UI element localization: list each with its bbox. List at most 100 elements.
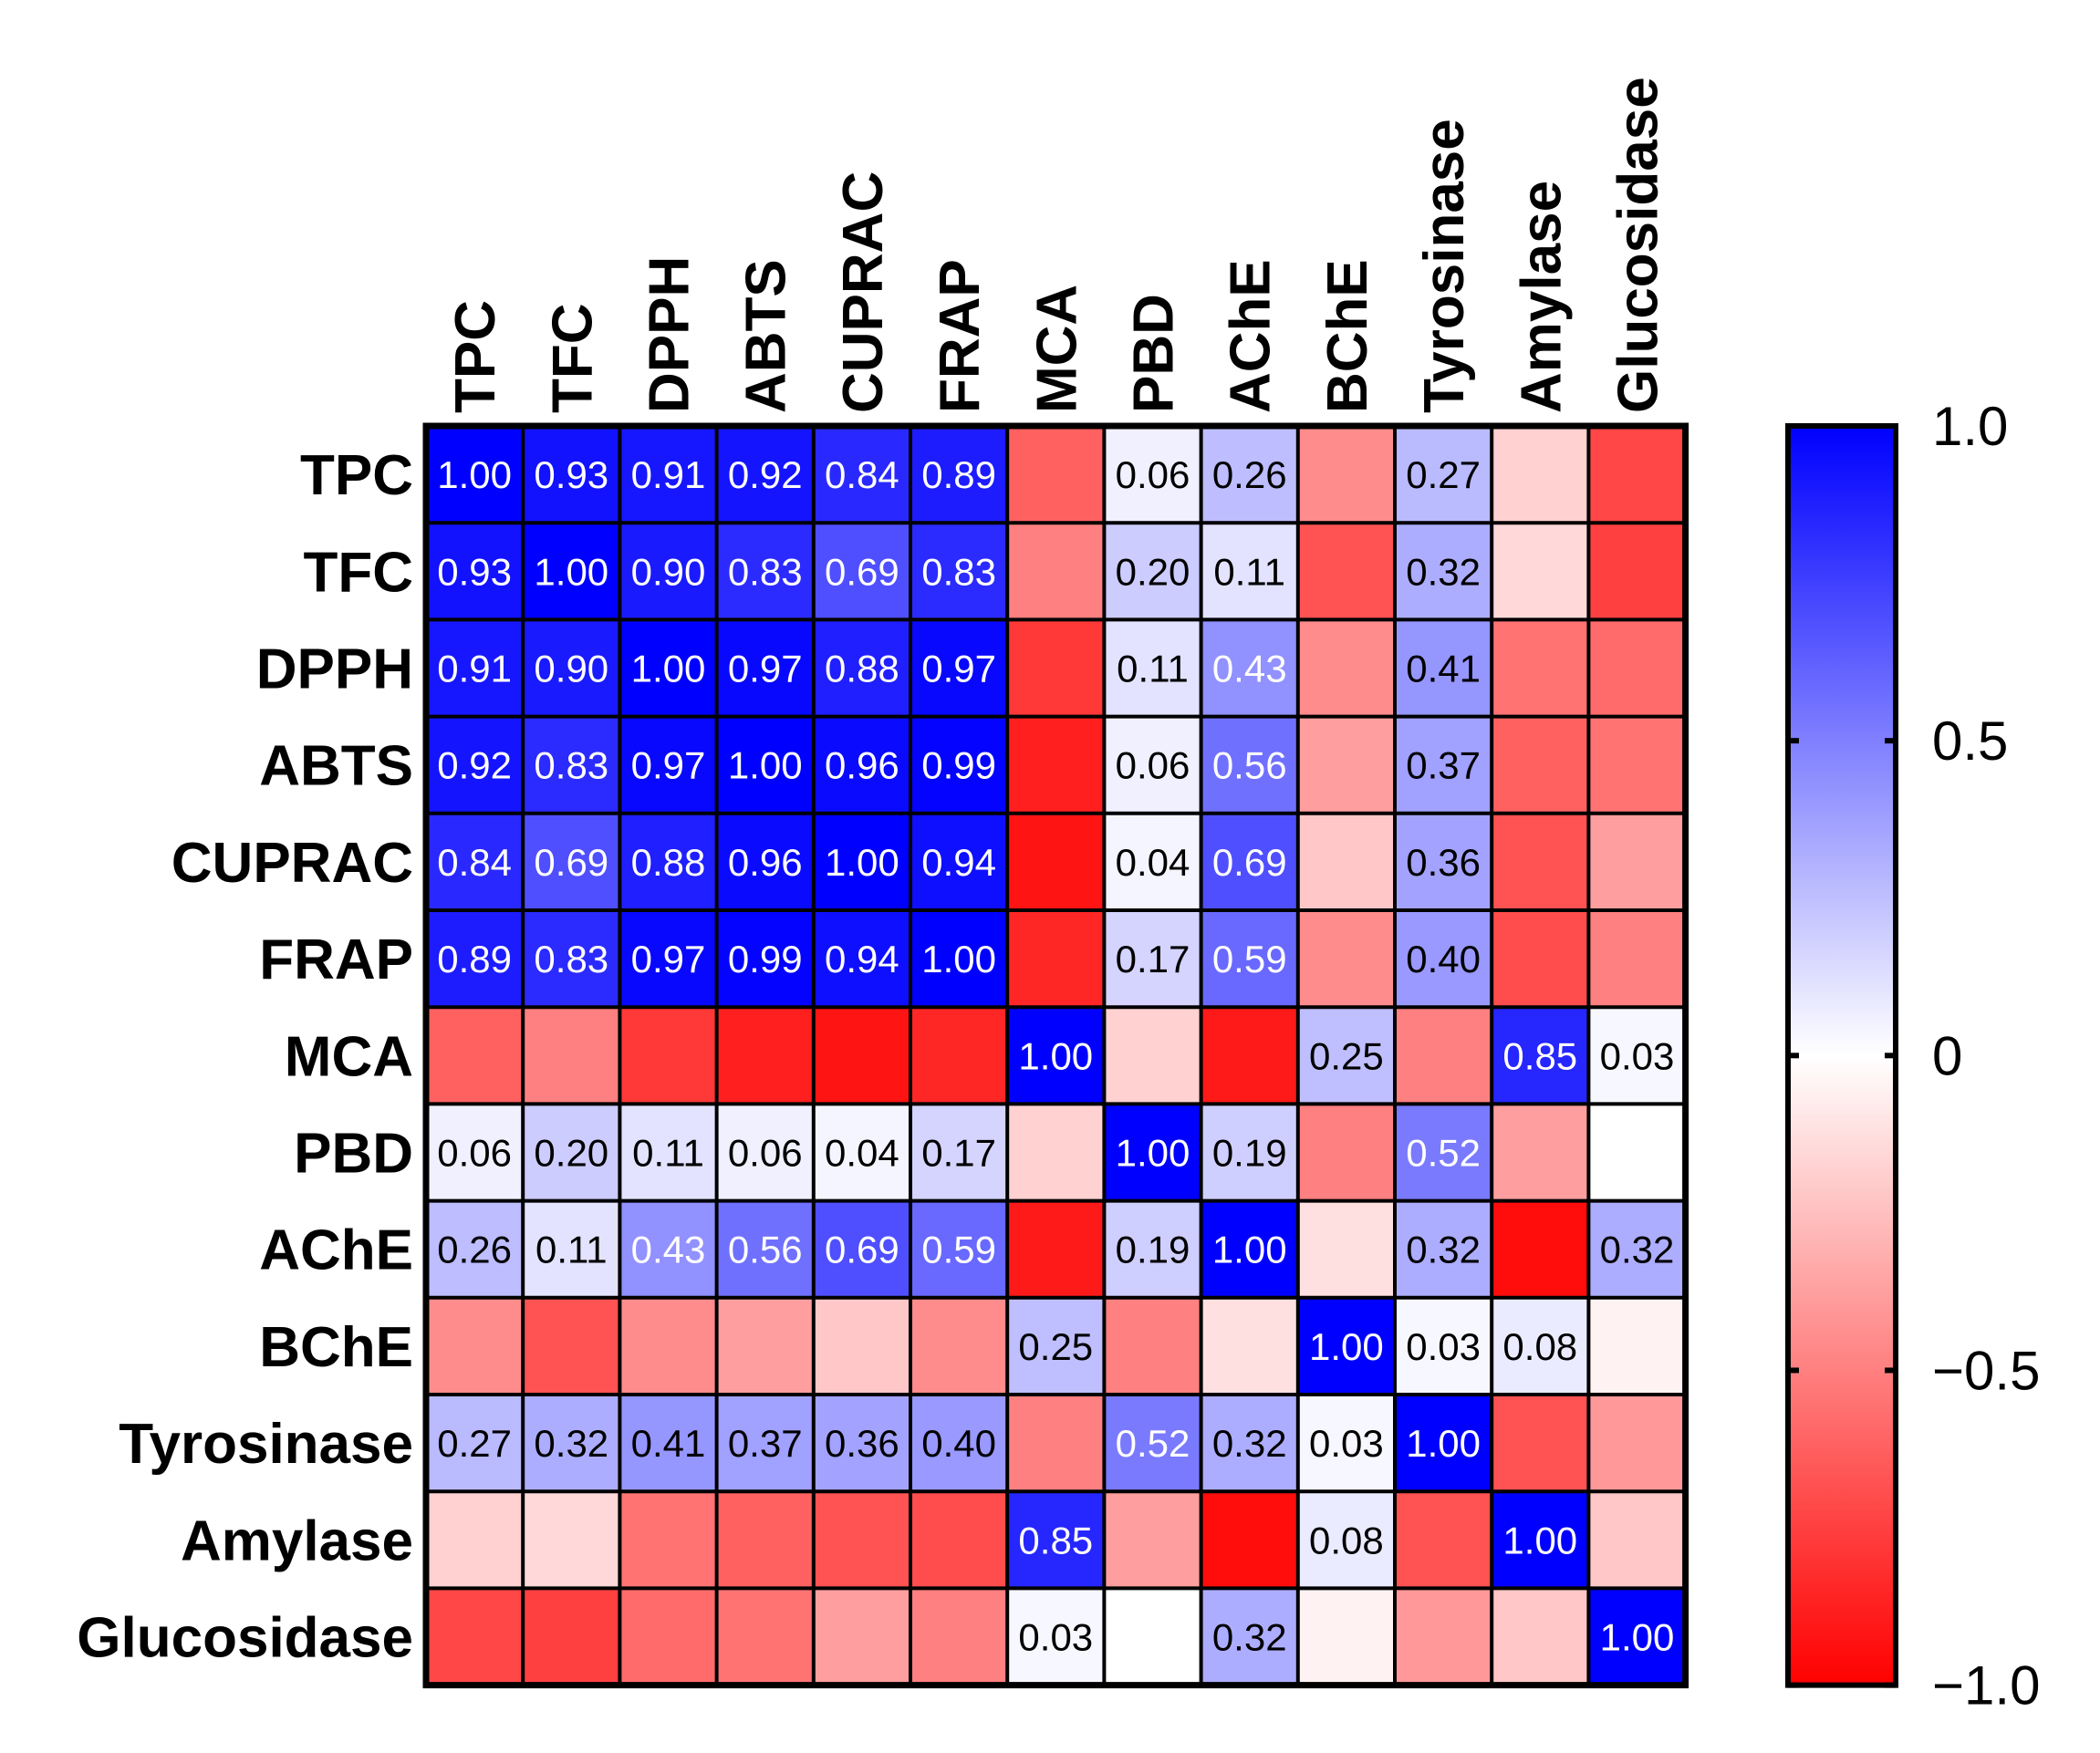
heatmap-cell-tyrosinase-frap	[910, 1395, 1008, 1492]
column-label-mca: MCA	[1025, 285, 1088, 413]
cell-value-tfc-tyrosinase: 0.32	[1406, 550, 1481, 593]
row-label-dpph: DPPH	[256, 638, 413, 701]
heatmap-cell-tpc-pbd	[1104, 426, 1201, 524]
heatmap-cell-cuprac-glucosidase	[1588, 813, 1686, 910]
heatmap-cell-tfc-bche	[1297, 523, 1395, 620]
heatmap-cell-mca-amylase	[1492, 1007, 1589, 1105]
cell-value-dpph-tpc: 0.91	[437, 648, 512, 690]
heatmap-cell-pbd-tfc	[523, 1104, 620, 1201]
heatmap-cell-tpc-glucosidase	[1588, 426, 1686, 524]
heatmap-cell-cuprac-abts	[716, 813, 814, 910]
cell-value-mca-glucosidase: 0.03	[1600, 1034, 1675, 1077]
heatmap-cell-tyrosinase-bche	[1297, 1395, 1395, 1492]
heatmap-cell-bche-amylase	[1492, 1297, 1589, 1395]
heatmap-cell-abts-bche	[1297, 716, 1395, 814]
heatmap-cell-amylase-bche	[1297, 1491, 1395, 1589]
heatmap-cell-cuprac-tpc	[426, 813, 524, 910]
heatmap-cell-abts-frap	[910, 716, 1008, 814]
heatmap-cell-tpc-ache	[1201, 426, 1298, 524]
heatmap-cell-bche-mca	[1007, 1297, 1105, 1395]
cell-value-tfc-abts: 0.83	[728, 550, 803, 593]
cell-value-glucosidase-mca: 0.03	[1018, 1616, 1093, 1659]
cell-value-cuprac-tpc: 0.84	[437, 841, 512, 884]
heatmap-cell-tyrosinase-abts	[716, 1395, 814, 1492]
cell-value-bche-tyrosinase: 0.03	[1406, 1325, 1481, 1368]
heatmap-cell-frap-cuprac	[813, 910, 910, 1008]
cell-value-abts-tyrosinase: 0.37	[1406, 744, 1481, 787]
heatmap-cell-ache-abts	[716, 1200, 814, 1298]
heatmap-cell-tpc-abts	[716, 426, 814, 524]
cell-value-tyrosinase-tfc: 0.32	[534, 1422, 608, 1465]
heatmap-cell-pbd-tyrosinase	[1395, 1104, 1492, 1201]
cell-value-tpc-pbd: 0.06	[1116, 453, 1190, 496]
cell-value-pbd-tyrosinase: 0.52	[1406, 1132, 1481, 1175]
cell-value-dpph-cuprac: 0.88	[825, 648, 899, 690]
cell-value-bche-amylase: 0.08	[1502, 1325, 1577, 1368]
heatmap-cell-ache-bche	[1297, 1200, 1395, 1298]
heatmap-cell-dpph-bche	[1297, 619, 1395, 717]
heatmap-cell-pbd-cuprac	[813, 1104, 910, 1201]
cell-value-pbd-pbd: 1.00	[1116, 1132, 1190, 1175]
heatmap-cell-tfc-tpc	[426, 523, 524, 620]
colorbar-tick-label: 1.0	[1932, 396, 2008, 457]
cell-value-tyrosinase-cuprac: 0.36	[825, 1422, 899, 1465]
heatmap-cell-tfc-cuprac	[813, 523, 910, 620]
cell-value-dpph-tyrosinase: 0.41	[1406, 648, 1481, 690]
cell-value-tyrosinase-frap: 0.40	[921, 1422, 996, 1465]
cell-value-tpc-cuprac: 0.84	[825, 453, 899, 496]
colorbar-bar	[1785, 423, 1898, 1688]
row-label-tyrosinase: Tyrosinase	[119, 1413, 413, 1476]
heatmap-cell-ache-tfc	[523, 1200, 620, 1298]
heatmap-cell-ache-tpc	[426, 1200, 524, 1298]
cell-value-tpc-tpc: 1.00	[437, 453, 512, 496]
heatmap-cell-amylase-tyrosinase	[1395, 1491, 1492, 1589]
cell-value-tyrosinase-dpph: 0.41	[631, 1422, 706, 1465]
cell-value-tfc-pbd: 0.20	[1116, 550, 1190, 593]
heatmap-cell-dpph-dpph	[619, 619, 717, 717]
heatmap-cell-abts-pbd	[1104, 716, 1201, 814]
heatmap-cell-glucosidase-tfc	[523, 1588, 620, 1686]
heatmap-cell-tfc-pbd	[1104, 523, 1201, 620]
cell-value-tyrosinase-tpc: 0.27	[437, 1422, 512, 1465]
heatmap-cells: 1.00 0.93 0.91 0.92 0.84 0.89 0.06 0.26 0.27 0.93…	[426, 426, 1686, 1686]
heatmap-cell-tpc-cuprac	[813, 426, 910, 524]
cell-value-tfc-frap: 0.83	[921, 550, 996, 593]
cell-value-ache-dpph: 0.43	[631, 1229, 706, 1271]
heatmap-cell-pbd-ache	[1201, 1104, 1298, 1201]
heatmap-cell-mca-tpc	[426, 1007, 524, 1105]
heatmap-cell-pbd-mca	[1007, 1104, 1105, 1201]
cell-value-dpph-abts: 0.97	[728, 648, 803, 690]
heatmap-cell-pbd-bche	[1297, 1104, 1395, 1201]
heatmap-cell-ache-amylase	[1492, 1200, 1589, 1298]
heatmap-cell-dpph-tfc	[523, 619, 620, 717]
heatmap-cell-bche-tfc	[523, 1297, 620, 1395]
cell-value-cuprac-ache: 0.69	[1212, 841, 1287, 884]
heatmap-cell-abts-amylase	[1492, 716, 1589, 814]
row-label-tfc: TFC	[303, 541, 413, 604]
cell-value-cuprac-tyrosinase: 0.36	[1406, 841, 1481, 884]
cell-value-tpc-dpph: 0.91	[631, 453, 706, 496]
heatmap-cell-tfc-frap	[910, 523, 1008, 620]
heatmap-cell-mca-abts	[716, 1007, 814, 1105]
heatmap-cell-ache-pbd	[1104, 1200, 1201, 1298]
heatmap-frame	[422, 422, 1689, 1689]
heatmap-cell-cuprac-pbd	[1104, 813, 1201, 910]
cell-value-pbd-frap: 0.17	[921, 1132, 996, 1175]
heatmap-cell-mca-cuprac	[813, 1007, 910, 1105]
cell-value-ache-abts: 0.56	[728, 1229, 803, 1271]
cell-value-cuprac-frap: 0.94	[921, 841, 996, 884]
cell-value-abts-cuprac: 0.96	[825, 744, 899, 787]
cell-value-tpc-frap: 0.89	[921, 453, 996, 496]
heatmap-cell-amylase-tpc	[426, 1491, 524, 1589]
heatmap-cell-abts-abts	[716, 716, 814, 814]
colorbar: −1.0 −0.5 0 0.5 1.0	[1785, 396, 2040, 1717]
heatmap-cell-tfc-mca	[1007, 523, 1105, 620]
heatmap-cell-bche-tyrosinase	[1395, 1297, 1492, 1395]
heatmap-cell-cuprac-ache	[1201, 813, 1298, 910]
heatmap-cell-glucosidase-mca	[1007, 1588, 1105, 1686]
heatmap-cell-dpph-glucosidase	[1588, 619, 1686, 717]
heatmap-cell-bche-tpc	[426, 1297, 524, 1395]
heatmap-cell-tyrosinase-tfc	[523, 1395, 620, 1492]
heatmap-cell-tpc-amylase	[1492, 426, 1589, 524]
